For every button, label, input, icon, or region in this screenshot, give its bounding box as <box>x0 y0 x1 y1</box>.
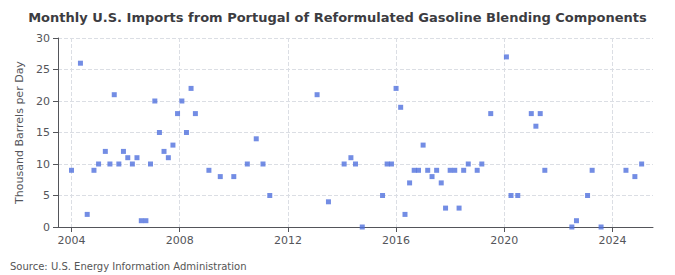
svg-text:2024: 2024 <box>598 234 626 247</box>
svg-text:2016: 2016 <box>382 234 410 247</box>
svg-text:20: 20 <box>36 95 50 108</box>
svg-text:5: 5 <box>43 189 50 202</box>
svg-text:30: 30 <box>36 32 50 45</box>
svg-text:25: 25 <box>36 63 50 76</box>
svg-text:2008: 2008 <box>166 234 194 247</box>
svg-text:10: 10 <box>36 158 50 171</box>
svg-text:2020: 2020 <box>490 234 518 247</box>
svg-text:2004: 2004 <box>58 234 86 247</box>
svg-text:15: 15 <box>36 126 50 139</box>
svg-text:0: 0 <box>43 221 50 234</box>
svg-text:Monthly U.S. Imports from Port: Monthly U.S. Imports from Portugal of Re… <box>28 10 647 25</box>
svg-text:2012: 2012 <box>274 234 302 247</box>
svg-text:Source: U.S. Energy Informatio: Source: U.S. Energy Information Administ… <box>10 261 247 272</box>
svg-text:Thousand Barrels per Day: Thousand Barrels per Day <box>13 61 26 205</box>
